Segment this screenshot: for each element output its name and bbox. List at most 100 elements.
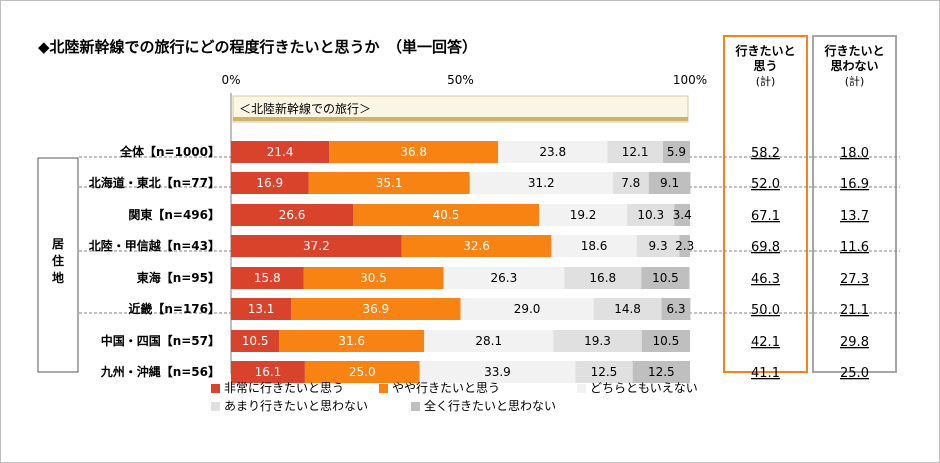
legend-swatch [211,402,220,411]
bar-segment [304,361,420,383]
data-label: 12.5 [648,365,675,379]
bar-segment [469,172,613,194]
data-label: 9.3 [649,239,668,253]
bar-segment [612,172,649,194]
bar-segment [401,235,552,257]
bar-segment [231,204,354,226]
summary-header-line: (計) [844,75,865,88]
data-label: 36.9 [362,302,389,316]
data-label: 7.8 [621,176,640,190]
data-label: 2.3 [675,239,694,253]
summary-value: 13.7 [840,209,869,224]
summary-value: 50.0 [751,303,780,318]
bar-segment [679,235,690,257]
data-label: 19.3 [584,334,611,348]
group-label-char: 居 [52,237,64,251]
legend-item: どちらともいえない [577,379,698,396]
group-label-char: 地 [52,270,64,285]
x-tick-label: 50% [447,73,474,87]
group-label: 居住地 [52,237,64,285]
bar-segment [662,141,690,163]
bar-segment [443,267,565,289]
bar-segment [641,330,690,352]
summary-header-line: (計) [755,75,776,88]
data-label: 31.6 [338,334,365,348]
bar-segment [231,298,292,320]
bar-segment [674,204,690,226]
bar-segment [632,361,690,383]
data-label: 21.4 [267,145,294,159]
banner-underline [233,117,688,121]
data-label: 10.5 [652,271,679,285]
bar-segment [231,141,330,163]
bar-segment [231,330,280,352]
data-label: 16.8 [589,271,616,285]
bar-segment [303,267,444,289]
legend-item: あまり行きたいと思わない [211,397,368,414]
summary-value: 69.8 [751,240,780,255]
bar-segment [291,298,461,320]
data-label: 28.1 [475,334,502,348]
legend-label: あまり行きたいと思わない [224,399,369,413]
summary-value: 58.2 [751,146,780,161]
bar-segment [627,204,675,226]
legend-item: 全く行きたいと思わない [411,397,556,414]
bar-segment [607,141,663,163]
bar-segment [419,361,576,383]
summary-column-not-want-box [812,35,897,373]
summary-value: 67.1 [751,209,780,224]
summary-value: 18.0 [840,146,869,161]
data-label: 16.1 [255,365,282,379]
bar-segment [308,172,470,194]
legend-item: やや行きたいと思う [379,379,500,396]
data-label: 33.9 [484,365,511,379]
category-label: 九州・沖縄【n=56】 [100,364,220,379]
legend-swatch [577,384,586,393]
banner-label: ＜北陸新幹線での旅行＞ [239,101,371,116]
legend-label: どちらともいえない [590,381,698,395]
data-label: 25.0 [349,365,376,379]
data-label: 26.6 [279,208,306,222]
summary-value: 42.1 [751,335,780,350]
legend-label: 非常に行きたいと思う [224,381,345,395]
summary-header-line: 思う [753,59,778,73]
category-label: 近畿【n=176】 [128,301,220,316]
legend-swatch [379,384,388,393]
summary-value: 21.1 [840,303,869,318]
bar-segment [498,141,608,163]
bar-segment [551,235,637,257]
bar-segment [353,204,539,226]
data-label: 13.1 [248,302,275,316]
summary-header-line: 行きたいと [735,44,796,58]
bar-segment [424,330,554,352]
chart-title: ◆北陸新幹線での旅行にどの程度行きたいと思うか （単一回答） [38,38,478,56]
summary-header-line: 思わない [830,59,879,73]
summary-value: 29.8 [840,335,869,350]
legend-label: 全く行きたいと思わない [424,399,557,413]
bar-segment [593,298,662,320]
legend-swatch [211,384,220,393]
data-label: 19.2 [570,208,597,222]
data-label: 26.3 [491,271,518,285]
data-label: 5.9 [667,145,686,159]
data-label: 3.4 [673,208,692,222]
bar-segment [648,172,691,194]
x-tick-label: 0% [221,73,240,87]
legend-swatch [411,402,420,411]
summary-value: 25.0 [840,366,869,381]
summary-value: 11.6 [840,240,869,255]
bar-segment [636,235,680,257]
bar-segment [231,235,402,257]
data-label: 9.1 [660,176,679,190]
category-label: 全体【n=1000】 [119,144,220,159]
bar-segment [553,330,642,352]
data-label: 32.6 [463,239,490,253]
data-label: 37.2 [303,239,330,253]
data-label: 14.8 [614,302,641,316]
category-label: 関東【n=496】 [128,207,220,222]
bar-segment [460,298,594,320]
bar-segment [231,172,309,194]
category-label: 中国・四国【n=57】 [101,333,220,348]
